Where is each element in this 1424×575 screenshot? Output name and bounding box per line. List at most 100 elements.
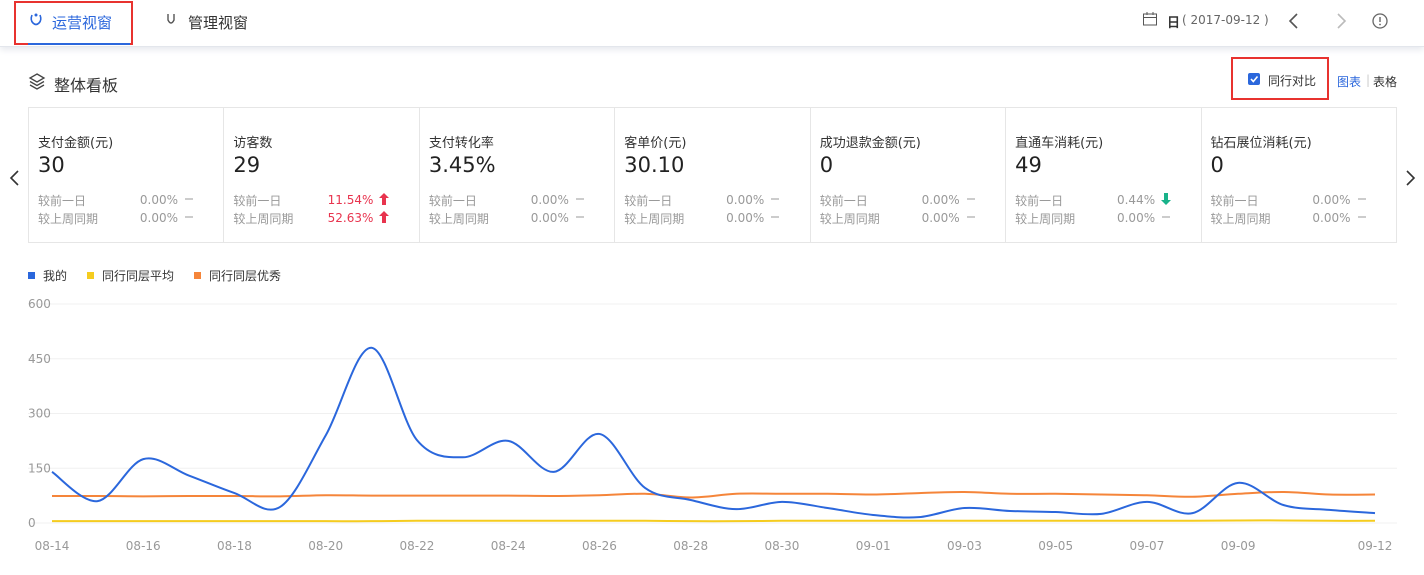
legend-label: 同行同层平均: [102, 269, 175, 283]
separator: |: [1366, 73, 1371, 87]
compare-value: 0.00%: [530, 211, 569, 225]
trend-icon: [1161, 211, 1171, 226]
x-tick-label: 08-16: [126, 539, 161, 553]
tab[interactable]: 管理视窗: [188, 14, 249, 32]
compare-value: 0.00%: [530, 193, 569, 207]
compare-row: 较上周同期 52.63%: [233, 209, 418, 227]
trend-glyph: [379, 192, 390, 205]
compare-row: 较前一日 0.44%: [1015, 191, 1200, 209]
compare-row: 较前一日 0.00%: [624, 191, 809, 209]
trend-glyph: [1161, 192, 1172, 205]
kpi-card: 钻石展位消耗(元) 0 较前一日 0.00% 较上周同期 0.00%: [1202, 108, 1396, 242]
trend-glyph: [1162, 216, 1171, 217]
kpi-label: 钻石展位消耗(元): [1210, 136, 1312, 151]
trend-icon: [1161, 192, 1172, 208]
compare-label: 较前一日: [233, 193, 282, 208]
x-tick-label: 09-05: [1038, 539, 1073, 553]
next-arrow[interactable]: [1403, 168, 1419, 188]
trend-glyph: [966, 216, 975, 217]
legend-label: 同行同层优秀: [209, 269, 282, 283]
compare-label: 较上周同期: [428, 211, 489, 226]
compare-value: 0.00%: [726, 193, 765, 207]
x-tick-label: 09-07: [1129, 539, 1164, 553]
compare-label: 较上周同期: [233, 211, 294, 226]
view-toggle[interactable]: 表格: [1373, 75, 1398, 89]
kpi-card: 支付金额(元) 30 较前一日 0.00% 较上周同期 0.00%: [29, 108, 225, 242]
trend-icon: [379, 192, 390, 208]
compare-value: 0.00%: [921, 193, 960, 207]
trend-glyph: [185, 198, 193, 199]
legend-label: 我的: [43, 269, 68, 283]
date-unit[interactable]: 日: [1167, 16, 1181, 31]
compare-row: 较前一日 0.00%: [1211, 191, 1396, 209]
tab-icon: [167, 14, 175, 24]
trend-glyph: [1357, 198, 1366, 199]
trend-icon: [770, 211, 780, 226]
trend-glyph: [771, 216, 780, 217]
compare-label: 较上周同期: [819, 211, 880, 226]
trend-icon: [770, 193, 780, 208]
compare-row: 较上周同期 0.00%: [429, 209, 614, 227]
compare-label: 较上周同期: [1015, 211, 1076, 226]
tab-icon: [30, 13, 42, 26]
up-arrow: [379, 210, 390, 223]
legend-item: 同行同层优秀: [194, 267, 281, 284]
compare-value: 0.00%: [726, 211, 765, 225]
kpi-label: 支付金额(元): [38, 136, 114, 151]
x-tick-label: 08-22: [400, 539, 435, 553]
kpi-card: 客单价(元) 30.10 较前一日 0.00% 较上周同期 0.00%: [615, 108, 811, 242]
prev-arrow[interactable]: [6, 168, 22, 188]
kpi-value: 0: [1210, 153, 1224, 177]
compare-label: 较前一日: [428, 193, 477, 208]
layers-icon: [28, 73, 46, 90]
compare-label: 较前一日: [1015, 193, 1064, 208]
compare-label: 较上周同期: [624, 211, 685, 226]
kpi-label: 直通车消耗(元): [1015, 136, 1104, 151]
up-arrow: [379, 192, 390, 205]
compare-row: 较上周同期 0.00%: [1015, 209, 1200, 227]
legend-swatch: [194, 272, 202, 279]
trend-icon: [966, 211, 976, 226]
compare-row: 较前一日 0.00%: [429, 191, 614, 209]
compare-value: 0.00%: [139, 193, 178, 207]
tab[interactable]: 运营视窗: [52, 14, 113, 32]
kpi-card: 访客数 29 较前一日 11.54% 较上周同期 52.63%: [224, 108, 420, 242]
date[interactable]: ( 2017-09-12 ): [1182, 13, 1269, 27]
legend: 我的 同行同层平均 同行同层优秀: [28, 267, 301, 284]
compare-label: 较上周同期: [1210, 211, 1271, 226]
x-tick-label: 08-20: [308, 539, 343, 553]
trend-glyph: [575, 216, 584, 217]
kpi-value: 49: [1015, 153, 1042, 177]
compare-label: 较前一日: [38, 193, 87, 208]
highlight-box: [1231, 57, 1329, 100]
calendar-icon[interactable]: [1142, 11, 1158, 27]
compare-value: 0.00%: [139, 211, 178, 225]
compare-value: 0.00%: [1312, 193, 1351, 207]
kpi-value: 3.45%: [428, 153, 496, 177]
kpi-card: 支付转化率 3.45% 较前一日 0.00% 较上周同期 0.00%: [420, 108, 616, 242]
x-tick-label: 08-28: [673, 539, 708, 553]
kpi-value: 0: [819, 153, 834, 177]
kpi-value: 29: [233, 153, 261, 177]
compare-row: 较上周同期 0.00%: [820, 209, 1005, 227]
x-tick-label: 08-30: [764, 539, 799, 553]
x-tick-label: 09-03: [947, 539, 982, 553]
view-toggle[interactable]: 图表: [1337, 75, 1362, 89]
kpi-label: 支付转化率: [428, 136, 494, 151]
compare-label: 较前一日: [1210, 193, 1259, 208]
checkbox-label[interactable]: 同行对比: [1268, 74, 1317, 88]
x-tick-label: 09-01: [856, 539, 891, 553]
x-tick-label: 08-14: [35, 539, 70, 553]
compare-value: 0.44%: [1116, 193, 1156, 207]
checkbox[interactable]: [1248, 73, 1260, 85]
x-tick-label: 09-09: [1221, 539, 1256, 553]
x-tick-label: 09-12: [1358, 539, 1393, 553]
nav-buttons[interactable]: [1285, 10, 1405, 32]
compare-value: 52.63%: [327, 211, 374, 225]
kpi-value: 30.10: [624, 153, 685, 177]
y-tick-label: 600: [28, 297, 51, 311]
x-tick-label: 08-18: [217, 539, 252, 553]
trend-icon: [1357, 193, 1367, 208]
trend-icon: [966, 193, 976, 208]
